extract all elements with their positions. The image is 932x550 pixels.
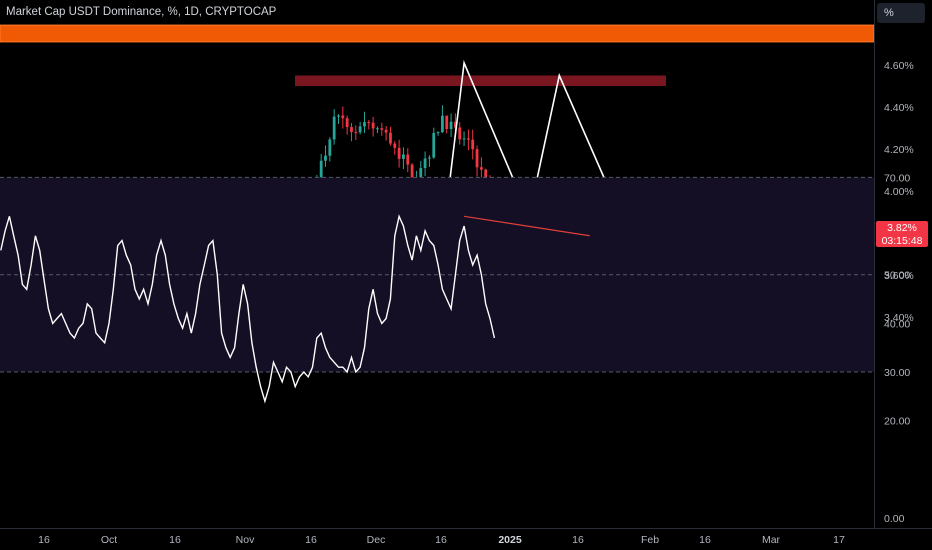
candle-body bbox=[319, 160, 323, 185]
candle-body bbox=[466, 138, 470, 140]
time-tick-label: Mar bbox=[762, 534, 781, 546]
candle-body bbox=[393, 143, 397, 148]
candle-body bbox=[428, 157, 431, 159]
time-tick-label: Dec bbox=[367, 534, 386, 546]
candle-body bbox=[479, 167, 483, 170]
upper-zone bbox=[295, 75, 666, 86]
candle-body bbox=[423, 158, 427, 169]
candle-body bbox=[337, 115, 340, 117]
last-price-value: 3.82% bbox=[887, 222, 917, 234]
rsi-panel bbox=[0, 176, 874, 404]
price-tick-label: 3.40% bbox=[884, 312, 914, 324]
rsi-tick-label: 30.00 bbox=[884, 367, 910, 379]
candle-body bbox=[475, 149, 479, 168]
rsi-tick-label: 20.00 bbox=[884, 416, 910, 428]
time-tick-label: 16 bbox=[572, 534, 584, 546]
unit-toggle-button[interactable]: % bbox=[877, 3, 925, 23]
candle-body bbox=[358, 126, 362, 133]
price-tick-label: 4.40% bbox=[884, 102, 914, 114]
candle-body bbox=[384, 129, 388, 133]
price-tick-label: 3.60% bbox=[884, 270, 914, 282]
time-tick-label: Feb bbox=[641, 534, 659, 546]
candle-body bbox=[332, 116, 336, 140]
time-tick-label: Oct bbox=[101, 534, 117, 546]
rsi-line bbox=[0, 214, 496, 404]
candle-body bbox=[410, 164, 414, 184]
candle-body bbox=[389, 132, 392, 144]
time-tick-label: 16 bbox=[305, 534, 317, 546]
candle-body bbox=[436, 132, 440, 134]
candle-body bbox=[341, 115, 345, 119]
price-tick-label: 4.00% bbox=[884, 186, 914, 198]
candle-body bbox=[432, 132, 436, 158]
price-tick-label: 4.20% bbox=[884, 144, 914, 156]
candle-body bbox=[363, 122, 366, 127]
candle-body bbox=[350, 127, 353, 132]
candle-body bbox=[406, 154, 410, 165]
candle-body bbox=[462, 138, 466, 140]
candle-body bbox=[402, 154, 405, 159]
candle-body bbox=[449, 121, 453, 129]
last-price-tag: 3.82% 03:15:48 bbox=[876, 221, 928, 247]
candle-body bbox=[371, 122, 375, 129]
candle-body bbox=[324, 155, 327, 161]
candle-body bbox=[367, 122, 371, 124]
time-tick-label: 16 bbox=[699, 534, 711, 546]
candle-body bbox=[441, 115, 444, 133]
rsi-tick-label: 0.00 bbox=[884, 513, 905, 525]
resistance-zone bbox=[0, 24, 875, 43]
time-tick-label: 17 bbox=[833, 534, 845, 546]
candle-body bbox=[345, 118, 349, 128]
rsi-tick-label: 50.00 bbox=[884, 270, 910, 282]
rsi-tick-label: 40.00 bbox=[884, 318, 910, 330]
candle-body bbox=[380, 128, 384, 130]
candle-body bbox=[458, 127, 462, 140]
candle-body bbox=[328, 139, 332, 156]
time-tick-label: Nov bbox=[236, 534, 255, 546]
time-tick-label: 16 bbox=[169, 534, 181, 546]
candle-body bbox=[471, 139, 475, 150]
rsi-divergence-line bbox=[463, 215, 590, 237]
time-tick-label: 2025 bbox=[498, 534, 522, 546]
rsi-tick-label: 70.00 bbox=[884, 172, 910, 184]
candle-body bbox=[484, 169, 488, 181]
candle-body bbox=[445, 115, 449, 129]
time-tick-label: 16 bbox=[38, 534, 50, 546]
price-tick-label: 4.60% bbox=[884, 60, 914, 72]
candle-body bbox=[419, 168, 423, 178]
candle-body bbox=[454, 121, 457, 128]
candle-body bbox=[397, 147, 401, 159]
time-tick-label: 16 bbox=[435, 534, 447, 546]
candle-body bbox=[376, 128, 379, 130]
chart-title: Market Cap USDT Dominance, %, 1D, CRYPTO… bbox=[6, 6, 277, 18]
bar-countdown: 03:15:48 bbox=[881, 234, 923, 247]
candle-body bbox=[354, 131, 358, 133]
